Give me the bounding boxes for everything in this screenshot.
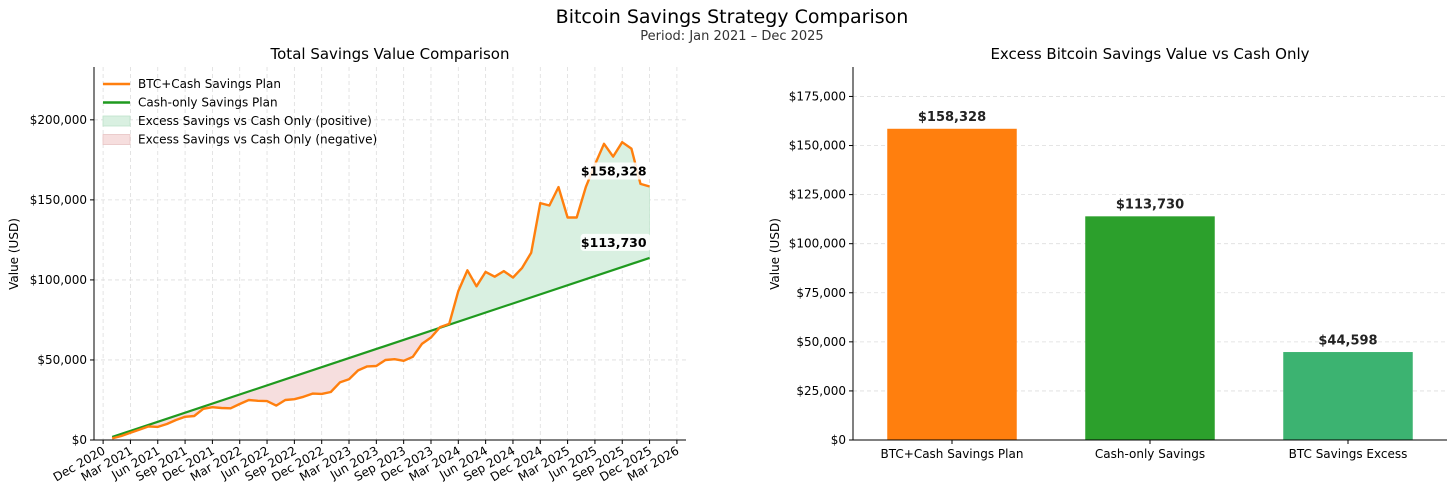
line-end-labels: $158,328 $113,730 xyxy=(580,162,651,251)
x-category-label: BTC+Cash Savings Plan xyxy=(881,447,1024,461)
line-chart-ylabel: Value (USD) xyxy=(7,218,21,290)
x-category-label: Cash-only Savings xyxy=(1095,447,1205,461)
bar-chart-ylabel: Value (USD) xyxy=(768,218,782,290)
line-chart-grid xyxy=(94,67,686,441)
bar-value-label: $158,328 xyxy=(918,110,986,125)
bar-value-label: $113,730 xyxy=(1116,198,1184,213)
btc-cash-line xyxy=(111,141,650,440)
line-chart-axes xyxy=(93,67,686,441)
figure-title: Bitcoin Savings Strategy Comparison xyxy=(556,6,909,28)
y-tick-label: $75,000 xyxy=(796,286,846,300)
y-tick-label: $25,000 xyxy=(796,384,846,398)
btc-end-value-label: $158,328 xyxy=(581,164,647,179)
end-label-background xyxy=(580,233,651,251)
cash-end-value-label: $113,730 xyxy=(581,235,647,250)
legend-label: Cash-only Savings Plan xyxy=(138,96,278,110)
bar-value-labels: $158,328 $113,730 $44,598 xyxy=(918,110,1378,348)
y-tick-label: $200,000 xyxy=(30,113,87,127)
y-tick-label: $175,000 xyxy=(789,89,846,103)
bars xyxy=(887,128,1413,441)
bar-1 xyxy=(1085,216,1215,441)
y-tick-label: $0 xyxy=(72,433,87,447)
bar-chart: Excess Bitcoin Savings Value vs Cash Onl… xyxy=(768,45,1447,461)
legend-label: Excess Savings vs Cash Only (positive) xyxy=(138,114,372,128)
legend-swatch-patch xyxy=(102,115,131,127)
line-chart-title: Total Savings Value Comparison xyxy=(270,45,510,63)
y-tick-label: $100,000 xyxy=(789,237,846,251)
cash-only-line xyxy=(111,256,650,439)
y-tick-label: $50,000 xyxy=(37,353,87,367)
line-chart-legend: BTC+Cash Savings Plan Cash-only Savings P… xyxy=(102,77,377,147)
y-tick-label: $150,000 xyxy=(30,193,87,207)
bar-chart-ticks: $0 $25,000 $50,000 $75,000 $100,000 $125,000 $… xyxy=(789,89,1408,461)
figure-subtitle: Period: Jan 2021 – Dec 2025 xyxy=(640,29,823,44)
y-tick-label: $125,000 xyxy=(789,188,846,202)
legend-swatch-patch xyxy=(102,134,131,145)
excess-fill-areas xyxy=(111,141,650,439)
bar-0 xyxy=(887,128,1017,441)
end-label-background xyxy=(580,162,651,180)
y-tick-label: $0 xyxy=(831,433,846,447)
legend-label: BTC+Cash Savings Plan xyxy=(138,77,281,91)
bar-chart-title: Excess Bitcoin Savings Value vs Cash Onl… xyxy=(990,45,1309,63)
line-series xyxy=(111,141,650,440)
y-tick-label: $150,000 xyxy=(789,139,846,153)
legend-label: Excess Savings vs Cash Only (negative) xyxy=(138,133,377,147)
x-category-label: BTC Savings Excess xyxy=(1289,447,1408,461)
bar-2 xyxy=(1283,352,1413,441)
y-tick-label: $50,000 xyxy=(796,335,846,349)
bar-value-label: $44,598 xyxy=(1318,333,1377,348)
line-chart: Total Savings Value Comparison Value (US… xyxy=(7,45,686,484)
y-tick-label: $100,000 xyxy=(30,273,87,287)
